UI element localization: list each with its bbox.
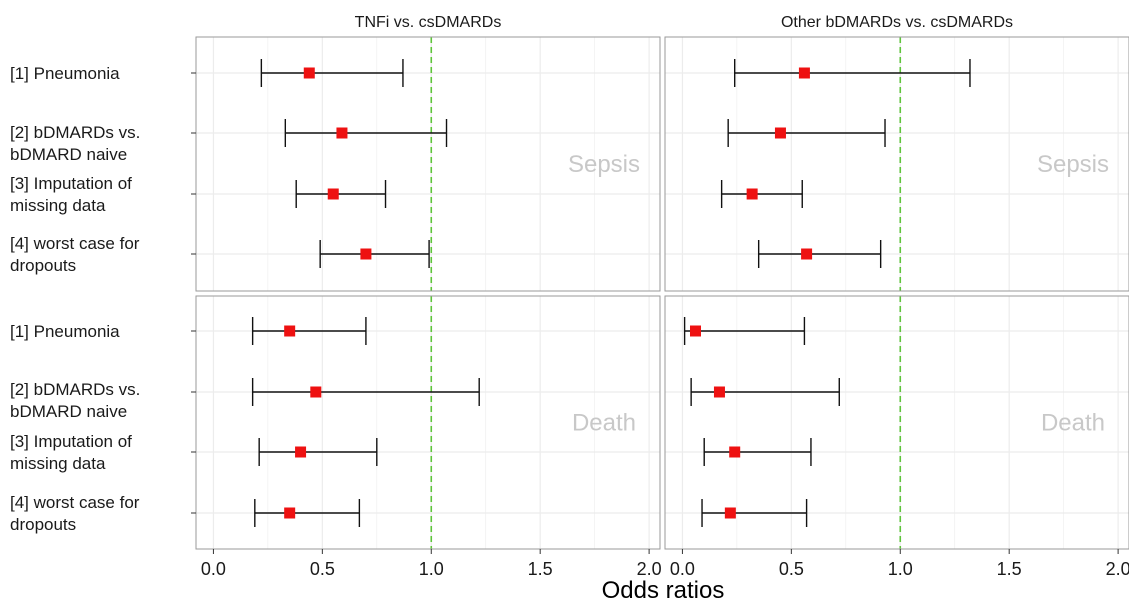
facet-row-label: Sepsis: [568, 151, 640, 178]
odds-ratio-point: [360, 248, 372, 260]
odds-ratio-point: [303, 67, 315, 79]
category-label: [1] Pneumonia: [10, 64, 120, 83]
facet-row-label: Sepsis: [1037, 151, 1109, 178]
category-label: [2] bDMARDs vs.: [10, 123, 140, 142]
odds-ratio-point: [713, 386, 725, 398]
category-label: [4] worst case for: [10, 493, 140, 512]
odds-ratio-point: [336, 127, 348, 139]
x-tick-label: 1.5: [997, 559, 1022, 579]
odds-ratio-point: [798, 67, 810, 79]
x-tick-label: 1.5: [528, 559, 553, 579]
panel-border: [664, 295, 1129, 550]
category-label: bDMARD naive: [10, 145, 127, 164]
x-tick-label: 0.0: [201, 559, 226, 579]
facet-row-label: Death: [1041, 410, 1105, 437]
x-tick-label: 2.0: [637, 559, 662, 579]
odds-ratio-point: [729, 446, 741, 458]
x-tick-label: 0.0: [670, 559, 695, 579]
odds-ratio-point: [724, 507, 736, 519]
odds-ratio-point: [801, 248, 813, 260]
x-tick-label: 1.0: [888, 559, 913, 579]
category-label: [3] Imputation of: [10, 432, 132, 451]
odds-ratio-point: [295, 446, 307, 458]
facet-row-label: Death: [572, 410, 636, 437]
odds-ratio-point: [327, 188, 339, 200]
odds-ratio-point: [284, 507, 296, 519]
x-tick-label: 0.5: [779, 559, 804, 579]
x-tick-label: 1.0: [419, 559, 444, 579]
category-label: [2] bDMARDs vs.: [10, 380, 140, 399]
category-label: bDMARD naive: [10, 402, 127, 421]
facet-title: TNFi vs. csDMARDs: [355, 14, 502, 31]
panel-border: [195, 295, 661, 550]
panel-border: [195, 36, 661, 292]
category-label: missing data: [10, 454, 106, 473]
odds-ratio-point: [774, 127, 786, 139]
odds-ratio-point: [284, 325, 296, 337]
category-label: [3] Imputation of: [10, 174, 132, 193]
category-label: missing data: [10, 196, 106, 215]
odds-ratio-point: [310, 386, 322, 398]
odds-ratio-point: [689, 325, 701, 337]
x-tick-label: 0.5: [310, 559, 335, 579]
category-label: dropouts: [10, 515, 76, 534]
facet-title: Other bDMARDs vs. csDMARDs: [781, 14, 1013, 31]
odds-ratio-point: [746, 188, 758, 200]
category-label: dropouts: [10, 256, 76, 275]
category-label: [1] Pneumonia: [10, 322, 120, 341]
panel-border: [664, 36, 1129, 292]
category-label: [4] worst case for: [10, 234, 140, 253]
x-tick-label: 2.0: [1106, 559, 1129, 579]
x-axis-title: Odds ratios: [602, 577, 725, 601]
